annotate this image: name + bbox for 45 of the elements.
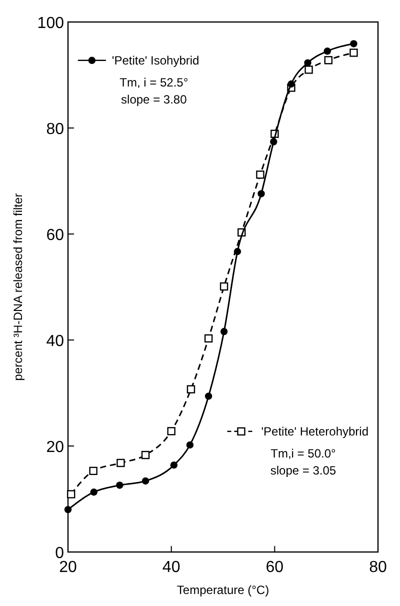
point <box>116 458 125 468</box>
y-tick-label: 40 <box>46 333 64 350</box>
y-tick-label: 20 <box>46 439 64 456</box>
point <box>270 138 278 146</box>
legend-label: 'Petite' Isohybrid <box>112 53 200 68</box>
x-tick-label: 20 <box>59 559 77 576</box>
x-tick-label: 60 <box>266 559 284 576</box>
point <box>186 441 194 449</box>
point <box>304 59 312 66</box>
point <box>204 392 212 400</box>
y-axis-title: percent ³H-DNA released from filter <box>11 193 25 381</box>
y-tick-label: 100 <box>37 15 64 32</box>
point <box>170 461 178 469</box>
annotation: slope = 3.80 <box>121 92 188 106</box>
point <box>116 482 124 489</box>
annotation: slope = 3.05 <box>270 463 336 478</box>
point <box>89 466 98 476</box>
point <box>350 48 358 57</box>
legend-label: 'Petite' Heterohybrid <box>261 424 369 438</box>
y-tick-label: 0 <box>55 545 64 562</box>
point <box>324 56 332 64</box>
point <box>288 80 295 88</box>
point <box>67 490 76 498</box>
point <box>256 170 264 179</box>
point <box>186 385 196 394</box>
point <box>167 427 176 436</box>
y-tick-label: 60 <box>46 227 64 244</box>
point <box>220 328 228 336</box>
point <box>204 334 213 343</box>
point <box>258 190 265 198</box>
x-tick-label: 40 <box>162 559 180 576</box>
point <box>142 477 150 485</box>
y-tick-label: 80 <box>46 121 64 138</box>
point <box>304 66 313 74</box>
point <box>90 488 98 496</box>
annotation: Tm,i = 50.0° <box>270 446 336 460</box>
annotation: Tm, i = 52.5° <box>120 75 188 90</box>
point <box>350 40 358 48</box>
x-tick-label: 80 <box>369 559 387 576</box>
x-axis-title: Temperature (°C) <box>176 583 270 597</box>
point <box>220 282 228 291</box>
point <box>141 450 150 460</box>
point <box>324 48 331 55</box>
point <box>234 248 242 256</box>
point <box>64 506 72 514</box>
